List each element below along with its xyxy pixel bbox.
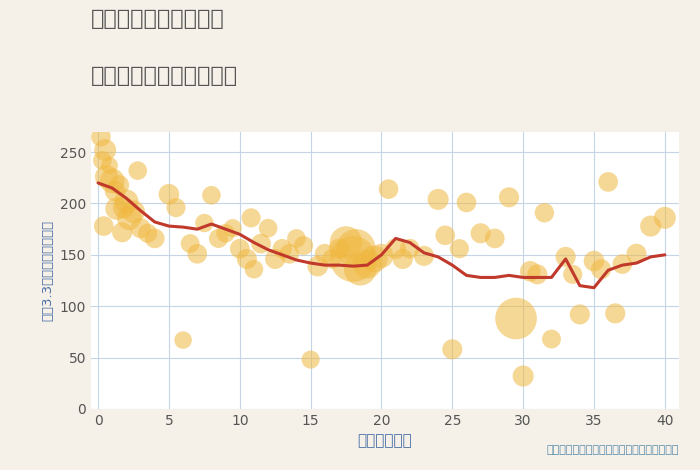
Point [567,271,578,278]
Point [163,190,174,198]
Point [135,224,146,232]
Point [121,198,132,205]
Point [319,250,330,258]
Point [326,255,337,263]
Point [560,253,571,261]
Point [617,260,628,268]
Point [256,240,267,247]
Point [546,335,557,343]
Point [97,157,108,164]
Point [589,257,600,265]
Point [241,255,253,263]
Point [574,311,585,318]
Point [351,245,362,252]
Point [355,266,366,273]
Point [124,214,135,222]
Point [227,224,238,232]
Point [284,250,295,258]
Point [149,235,160,242]
Point [234,245,246,252]
Point [440,232,451,239]
Point [185,240,196,247]
Point [524,267,536,275]
Point [132,167,144,174]
Point [397,255,408,263]
Point [111,205,122,212]
Point [539,209,550,217]
Point [98,222,109,230]
Point [461,199,472,206]
Point [362,260,373,268]
Point [390,245,401,252]
Point [192,250,203,258]
Text: 円の大きさは、取引のあった物件面積を示す: 円の大きさは、取引のあった物件面積を示す [547,445,679,455]
Point [276,245,288,252]
Point [290,235,302,242]
Point [419,252,430,259]
Point [596,266,607,273]
Point [447,345,458,353]
Point [433,196,444,203]
Point [142,229,153,237]
Point [206,191,217,199]
Point [117,228,128,236]
Point [517,372,528,380]
Point [109,188,120,195]
Text: 築年数別中古戸建て価格: 築年数別中古戸建て価格 [91,66,238,86]
Point [246,214,257,222]
Text: 東京都大田区西糀谷の: 東京都大田区西糀谷の [91,9,225,30]
Point [95,133,106,141]
Point [312,262,323,270]
Point [101,173,112,180]
Point [631,250,642,258]
Point [128,208,139,215]
Point [603,178,614,186]
Point [489,235,500,242]
Point [510,315,522,322]
Point [333,245,344,252]
Point [262,224,274,232]
Point [340,239,351,246]
Y-axis label: 坪（3.3㎡）単価（万円）: 坪（3.3㎡）単価（万円） [41,219,54,321]
Point [99,146,111,154]
Point [383,185,394,193]
Point [369,255,380,263]
Point [376,252,387,259]
Point [178,337,189,344]
Point [104,162,115,169]
Point [475,229,486,237]
Point [503,194,514,201]
Point [404,245,415,252]
Point [305,356,316,363]
Point [170,204,181,212]
Point [659,214,671,222]
Point [220,229,231,237]
Point [118,204,130,212]
Point [113,181,125,189]
Point [106,177,118,185]
Point [532,271,543,278]
Point [347,255,358,263]
Point [645,222,657,230]
Point [454,245,465,252]
Point [270,255,281,263]
Point [610,310,621,317]
X-axis label: 築年数（年）: 築年数（年） [358,433,412,448]
Point [248,266,260,273]
Point [298,242,309,250]
Point [213,235,224,242]
Point [199,219,210,227]
